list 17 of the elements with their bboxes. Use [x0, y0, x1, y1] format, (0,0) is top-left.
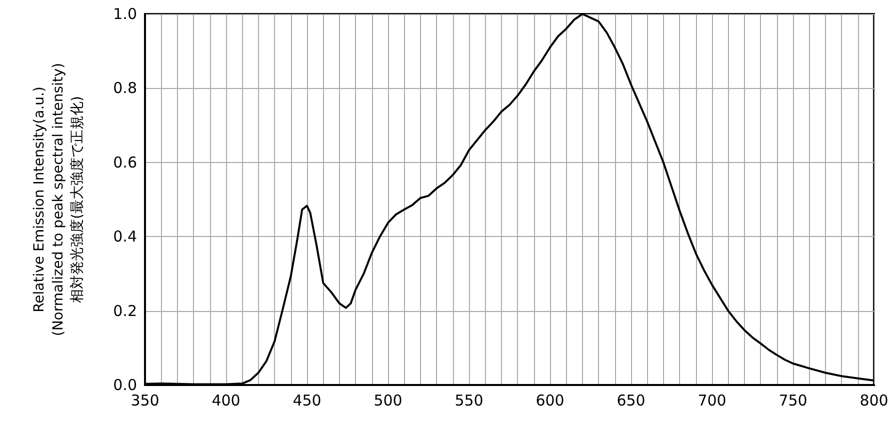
- x-tick-label: 600: [536, 392, 564, 410]
- x-tick-label: 750: [778, 392, 808, 410]
- y-tick-label: 0.8: [113, 79, 137, 98]
- x-tick-label: 550: [454, 392, 484, 410]
- x-tick-label: 800: [860, 392, 888, 410]
- y-tick-label: 0.4: [113, 228, 137, 246]
- y-tick-label: 0.0: [113, 376, 137, 394]
- x-tick-label: 700: [698, 392, 726, 410]
- x-tick-label: 350: [130, 392, 160, 410]
- y-axis-title: Relative Emission Intensity(a.u.) (Normalized to peak spectral intensity) 相対発光強度(最大強度で正規化): [32, 62, 86, 336]
- x-tick-label: 450: [292, 392, 322, 410]
- x-tick-label: 500: [374, 392, 402, 410]
- y-tick-label: 0.2: [113, 302, 137, 320]
- y-tick-label: 0.6: [113, 153, 137, 172]
- x-tick-label: 400: [212, 392, 240, 410]
- y-tick-label: 1.0: [113, 5, 137, 23]
- x-tick-label: 650: [616, 392, 646, 410]
